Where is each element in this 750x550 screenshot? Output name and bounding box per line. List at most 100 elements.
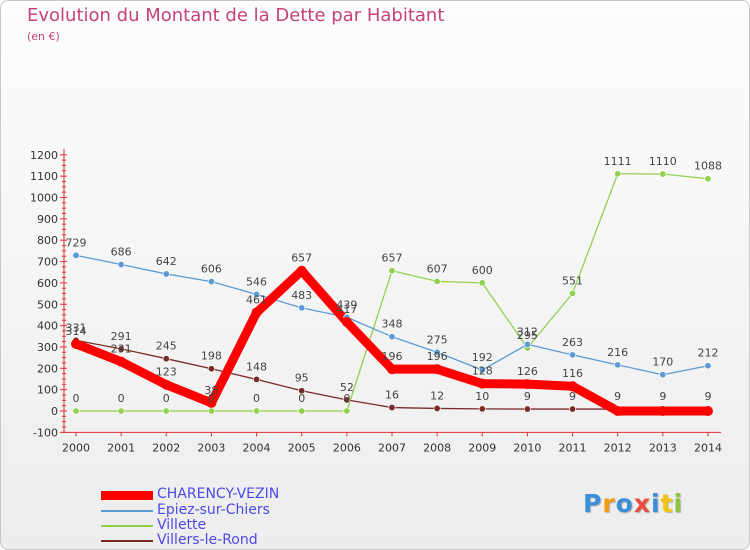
data-point <box>341 316 352 327</box>
data-point <box>704 362 712 370</box>
data-label: 128 <box>472 365 493 378</box>
data-point <box>253 375 261 383</box>
y-tick-label: 900 <box>37 213 58 226</box>
logo-letter: i <box>651 489 661 518</box>
legend-swatch <box>101 490 153 500</box>
data-label: 148 <box>246 360 267 373</box>
data-label: 600 <box>472 264 493 277</box>
data-point <box>206 397 217 408</box>
data-label: 196 <box>427 350 448 363</box>
x-tick-label: 2013 <box>649 441 677 454</box>
legend-label: Villers-le-Rond <box>157 532 258 548</box>
data-label: 95 <box>295 372 309 385</box>
data-point <box>432 364 443 375</box>
logo-letter: P <box>583 489 603 518</box>
data-point <box>207 407 215 415</box>
x-tick-label: 2009 <box>468 441 496 454</box>
data-label: 1111 <box>604 155 632 168</box>
y-tick-label: 0 <box>51 405 58 418</box>
data-point <box>207 365 215 373</box>
x-tick-label: 2011 <box>559 441 587 454</box>
y-tick-label: 500 <box>37 298 58 311</box>
data-point <box>253 407 261 415</box>
data-point <box>477 378 488 389</box>
logo-letter: x <box>633 489 651 518</box>
data-point <box>659 170 667 178</box>
data-point <box>433 277 441 285</box>
data-label: 9 <box>659 390 666 403</box>
data-point <box>478 366 486 374</box>
data-point <box>72 251 80 259</box>
data-label: 0 <box>208 392 215 405</box>
data-label: 198 <box>201 350 222 363</box>
data-point <box>388 333 396 341</box>
data-point <box>343 407 351 415</box>
data-point <box>251 307 262 318</box>
data-label: 0 <box>73 392 80 405</box>
x-tick-label: 2006 <box>333 441 361 454</box>
data-label: 483 <box>291 289 312 302</box>
data-label: 0 <box>253 392 260 405</box>
y-tick-label: 300 <box>37 341 58 354</box>
data-point <box>72 407 80 415</box>
data-point <box>298 387 306 395</box>
data-label: 116 <box>562 367 583 380</box>
data-point <box>659 371 667 379</box>
data-point <box>704 175 712 183</box>
data-label: 231 <box>111 343 132 356</box>
y-tick-label: 800 <box>37 234 58 247</box>
data-label: 9 <box>569 390 576 403</box>
legend-label: Epiez-sur-Chiers <box>157 502 270 518</box>
data-label: 216 <box>607 346 628 359</box>
data-point <box>162 270 170 278</box>
data-point <box>523 405 531 413</box>
data-point <box>162 407 170 415</box>
data-point <box>71 338 81 349</box>
data-label: 606 <box>201 263 222 276</box>
data-label: 126 <box>517 365 538 378</box>
logo-letter: o <box>615 489 634 518</box>
data-label: 196 <box>381 350 402 363</box>
data-label: 170 <box>652 356 673 369</box>
data-label: 12 <box>430 389 444 402</box>
x-tick-label: 2007 <box>378 441 406 454</box>
data-point <box>478 279 486 287</box>
x-tick-label: 2003 <box>197 441 225 454</box>
x-tick-label: 2010 <box>513 441 541 454</box>
data-label: 551 <box>562 274 583 287</box>
data-label: 0 <box>163 392 170 405</box>
data-point <box>388 404 396 412</box>
data-label: 245 <box>156 340 177 353</box>
data-label: 263 <box>562 336 583 349</box>
data-point <box>296 265 307 276</box>
data-point <box>612 406 623 416</box>
chart-subtitle: (en €) <box>27 30 60 43</box>
data-label: 212 <box>697 347 718 360</box>
data-label: 312 <box>517 325 538 338</box>
logo-letter: i <box>673 489 684 518</box>
data-label: 192 <box>472 351 493 364</box>
data-label: 0 <box>118 392 125 405</box>
data-label: 686 <box>111 246 132 259</box>
data-point <box>117 345 125 353</box>
data-point <box>433 348 441 356</box>
data-point <box>522 379 533 390</box>
data-label: 461 <box>246 294 267 307</box>
data-point <box>657 406 668 416</box>
x-tick-label: 2002 <box>152 441 180 454</box>
y-tick-label: 700 <box>37 256 58 269</box>
data-label: 291 <box>111 330 132 343</box>
data-point <box>298 304 306 312</box>
data-label: 439 <box>336 298 357 311</box>
data-label: 1110 <box>649 155 677 168</box>
x-tick-label: 2000 <box>62 441 90 454</box>
data-label: 657 <box>291 252 312 265</box>
data-label: 607 <box>427 262 448 275</box>
data-point <box>161 379 172 390</box>
data-point <box>298 407 306 415</box>
data-point <box>478 405 486 413</box>
data-label: 0 <box>343 392 350 405</box>
legend-label: CHARENCY-VEZIN <box>157 486 280 502</box>
data-point <box>569 351 577 359</box>
